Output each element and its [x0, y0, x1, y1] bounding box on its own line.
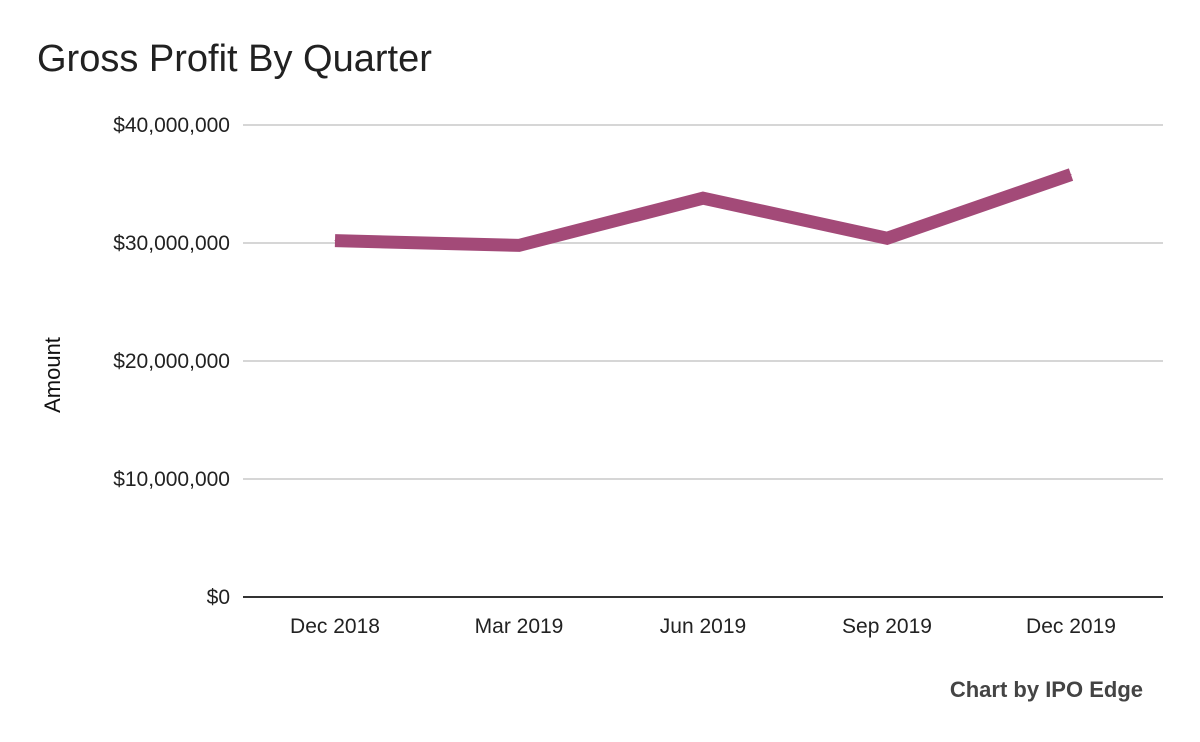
data-point — [518, 244, 520, 246]
y-tick-label: $10,000,000 — [113, 468, 230, 491]
y-tick-label: $40,000,000 — [113, 114, 230, 137]
series-lines — [334, 168, 1074, 252]
x-axis-ticks: Dec 2018 Mar 2019 Jun 2019 Sep 2019 Dec 2019 — [290, 615, 1116, 638]
x-tick-label: Mar 2019 — [475, 615, 564, 638]
y-axis-ticks: $0 $10,000,000 $20,000,000 $30,000,000 $40,0… — [113, 114, 230, 609]
x-tick-label: Dec 2018 — [290, 615, 380, 638]
data-point — [886, 237, 888, 239]
x-tick-label: Sep 2019 — [842, 615, 932, 638]
data-point — [1070, 174, 1072, 176]
chart-credit: Chart by IPO Edge — [949, 677, 1143, 702]
x-tick-label: Dec 2019 — [1026, 615, 1116, 638]
y-tick-label: $0 — [207, 586, 230, 609]
data-point — [334, 240, 336, 242]
y-tick-label: $30,000,000 — [113, 232, 230, 255]
y-tick-label: $20,000,000 — [113, 350, 230, 373]
series-line — [334, 168, 1074, 252]
chart-title: Gross Profit By Quarter — [37, 38, 432, 80]
data-point — [702, 197, 704, 199]
x-tick-label: Jun 2019 — [660, 615, 746, 638]
y-axis-title: Amount — [40, 337, 65, 413]
